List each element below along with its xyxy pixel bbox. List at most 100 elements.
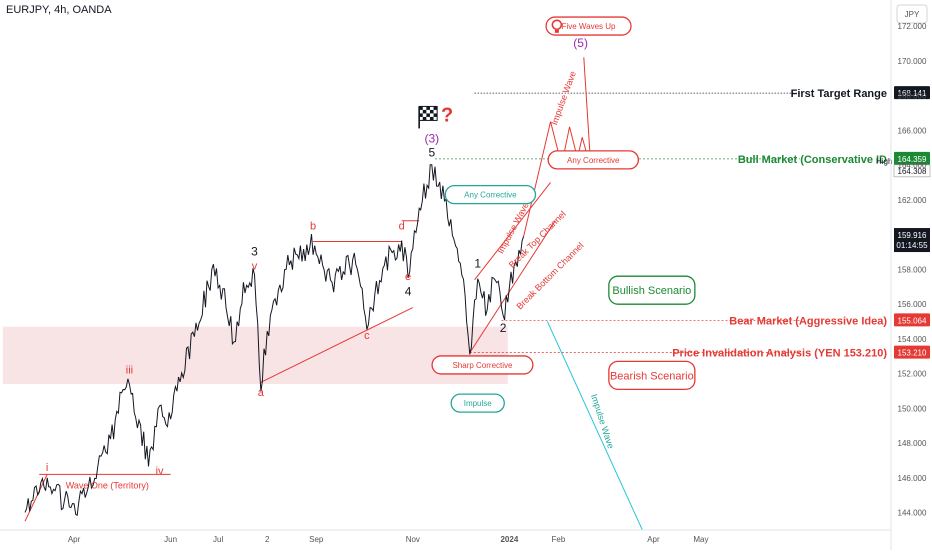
wave-label: v [252,260,258,272]
checkered-flag-icon [418,105,438,129]
wave-label: iii [126,365,133,377]
wave-label: c [364,330,370,342]
current-price-text: 159.916 [898,231,927,240]
annotation-box [608,360,696,390]
lightbulb-icon [551,19,563,31]
y-tick-label: 164.000 [898,161,927,170]
y-tick-label: 154.000 [898,335,927,344]
wave-label: d [399,220,405,232]
x-tick-label: 2 [265,535,270,544]
x-tick-label: Nov [406,535,420,544]
price-tag-text: 155.064 [898,316,927,325]
wave-label: 2 [500,321,507,335]
bearish-projection [546,321,643,531]
annotation-text: Impulse [464,399,493,408]
price-tag-high-text: 164.308 [898,167,927,176]
price-tag [894,313,930,327]
annotation-box [450,393,505,413]
flag-cell [419,106,423,110]
price-tag [894,151,930,165]
annotation-box [444,184,537,205]
y-tick-label: 168.000 [898,92,927,101]
flag-cell [422,116,427,121]
annotation-text: Any Corrective [464,191,517,200]
annotation-box [608,275,696,305]
wave-label: (5) [573,36,588,50]
line-text: Wave One (Territory) [66,480,149,490]
wave-label: iv [156,465,164,477]
price-tag-text: 168.141 [898,89,927,98]
bottom-channel-line [469,220,556,354]
x-tick-label: May [693,535,708,544]
wave-label: (3) [424,131,439,145]
annotation-text: Bullish Scenario [612,285,691,297]
x-tick-label: Feb [552,535,566,544]
y-tick-label: 162.000 [898,196,927,205]
triangle-lower-line [260,307,414,383]
y-tick-label: 146.000 [898,474,927,483]
flag-cell [426,113,430,117]
current-price-tag [894,228,930,253]
x-tick-label: Jun [164,535,177,544]
top-channel-line [474,182,551,281]
flag-cell [426,106,430,110]
y-tick-label: 144.000 [898,509,927,518]
y-tick-label: 150.000 [898,404,927,413]
level-label: Bull Market (Conservative ID [738,154,887,166]
flag-cell [429,116,434,121]
flag-cell [433,113,438,117]
annotation-text: Sharp Corrective [452,361,513,370]
lightbulb-base [554,29,559,33]
annotation-box [431,355,534,375]
wave-label: 5 [428,145,435,159]
flag-cell [433,106,438,110]
line-text: Impulse Wave [549,70,578,127]
flag-cell [429,109,434,114]
y-tick-label: 156.000 [898,300,927,309]
y-tick-label: 158.000 [898,265,927,274]
wave-label: b [310,220,316,232]
y-tick-label: 152.000 [898,370,927,379]
flag-cell [422,109,427,114]
annotation-text: Any Corrective [567,156,620,165]
impulse-projection [583,57,591,157]
y-tick-label: 170.000 [898,57,927,66]
currency-button[interactable] [896,4,928,24]
price-tag [894,86,930,100]
annotation-text: Bearish Scenario [610,370,694,382]
wave-label: 4 [405,284,412,298]
price-tag-high [893,164,931,178]
price-tag [894,345,930,359]
support-zone [2,326,508,385]
wave-label: i [46,462,48,474]
wave-label: e [405,271,411,283]
x-tick-label: 2024 [500,535,518,544]
x-tick-label: Jul [213,535,223,544]
symbol-title: EURJPY, 4h, OANDA [6,4,112,16]
countdown-text: 01:14:55 [896,241,928,250]
level-label: First Target Range [791,88,887,100]
y-tick-label: 166.000 [898,126,927,135]
wave-label: a [258,387,265,399]
level-label: Price Invalidation Analysis (YEN 153.210… [672,348,887,360]
price-series [24,164,525,517]
wave-label: 1 [474,257,481,271]
trendline [24,474,48,522]
x-tick-label: Sep [309,535,324,544]
high-label: High [876,157,892,166]
price-tag-text: 153.210 [898,349,927,358]
projection-zigzag [523,121,590,237]
y-tick-label: 172.000 [898,22,927,31]
x-tick-label: Apr [68,535,81,544]
level-label: Bear Market (Aggressive Idea) [729,315,887,327]
wave-label: 3 [251,244,258,258]
annotation-box [547,150,640,170]
price-tag-text: 164.359 [898,155,927,164]
annotation-text: Five Waves Up [562,22,616,31]
question-mark-icon: ? [441,104,453,126]
x-tick-label: Apr [647,535,660,544]
currency-label: JPY [905,10,920,19]
flag-cell [419,113,423,117]
